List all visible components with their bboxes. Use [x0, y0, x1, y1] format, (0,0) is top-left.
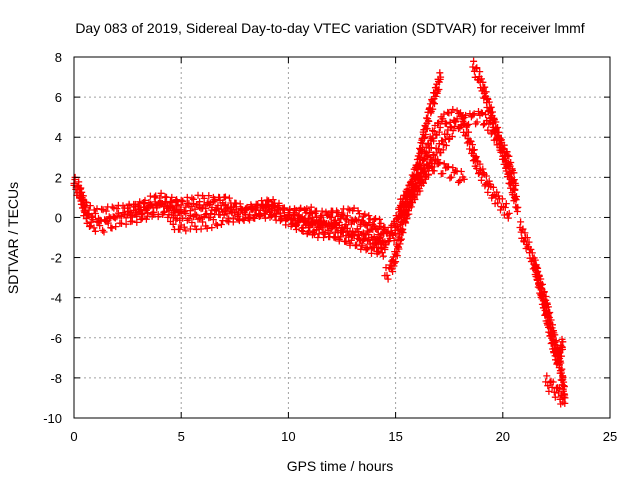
x-tick-label: 15	[388, 429, 402, 444]
y-tick-label: -10	[43, 411, 62, 426]
series-arc-7	[284, 203, 389, 237]
y-tick-label: 0	[55, 210, 62, 225]
y-tick-label: 6	[55, 90, 62, 105]
series-arc-14	[531, 256, 567, 369]
grid-lines	[74, 57, 610, 418]
series-arc-2	[70, 173, 185, 224]
series-arc-11	[396, 106, 513, 222]
marker-trail	[469, 57, 522, 215]
marker-trail	[542, 372, 567, 408]
series-arc-15	[542, 372, 567, 408]
y-tick-label: 2	[55, 170, 62, 185]
x-tick-label: 25	[603, 429, 617, 444]
marker-trail	[263, 197, 389, 260]
marker-trail	[70, 173, 185, 224]
marker-trail	[516, 218, 569, 407]
axis-ticks: 0 5 10 15 20 25 -10 -8 -6 -4 -2 0 2 4 6 8	[43, 50, 617, 444]
y-tick-label: 8	[55, 50, 62, 65]
x-tick-label: 0	[70, 429, 77, 444]
chart-title: Day 083 of 2019, Sidereal Day-to-day VTE…	[75, 20, 584, 36]
y-tick-label: -2	[50, 251, 62, 266]
x-tick-label: 20	[496, 429, 510, 444]
marker-trail	[284, 203, 389, 237]
y-tick-label: 4	[55, 130, 62, 145]
series-arc-13	[516, 218, 569, 407]
series-arc-6	[263, 197, 389, 260]
y-tick-label: -8	[50, 371, 62, 386]
x-tick-label: 5	[178, 429, 185, 444]
y-axis-label: SDTVAR / TECUs	[5, 182, 21, 294]
marker-trail	[124, 189, 282, 223]
x-axis-label: GPS time / hours	[287, 458, 394, 474]
data-points	[70, 57, 569, 408]
plot-frame	[73, 56, 611, 419]
y-tick-label: -4	[50, 291, 62, 306]
x-tick-label: 10	[281, 429, 295, 444]
series-arc-3	[124, 189, 282, 223]
y-tick-label: -6	[50, 331, 62, 346]
series-arc-12	[469, 57, 522, 215]
marker-trail	[396, 106, 513, 222]
marker-trail	[531, 256, 567, 369]
